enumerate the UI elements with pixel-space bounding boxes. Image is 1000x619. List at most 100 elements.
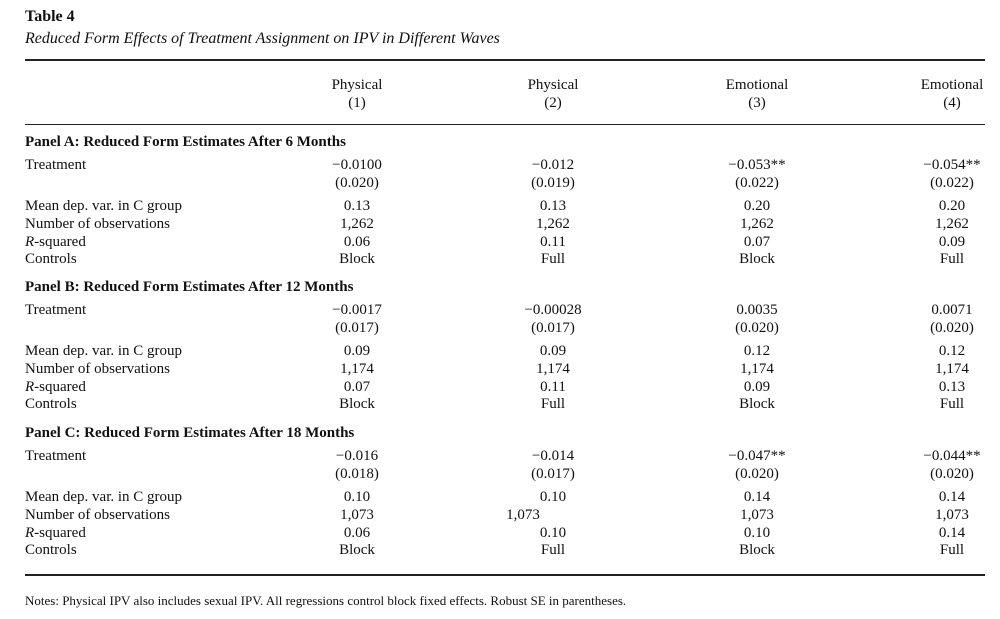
table-cell: −0.012 [531,157,575,173]
row-label: Mean dep. var. in C group [25,489,183,505]
table-cell: 1,262 [340,216,374,232]
table-cell: (0.017) [335,320,379,336]
panel-title-row: Panel B: Reduced Form Estimates After 12… [25,279,985,297]
column-header-number: (4) [943,95,961,111]
table-cell: 0.13 [539,198,567,214]
table-cell: (0.020) [930,466,974,482]
table-notes: Notes: Physical IPV also includes sexual… [25,593,627,608]
r-squared-row: R-squared 0.07 0.11 0.09 0.13 [25,379,985,397]
table-cell: 0.11 [540,379,566,395]
r-italic: R [25,234,35,250]
column-header-name: Emotional [920,77,984,93]
table-cell: Block [739,396,775,412]
table-cell: 1,174 [340,361,374,377]
table-cell: Block [739,251,775,267]
table-cell: −0.0017 [332,302,382,318]
table-cell: (0.020) [335,175,379,191]
r-squared-suffix: -squared [34,234,86,250]
table-cell: (0.020) [735,466,779,482]
column-header-4: Emotional (4) [882,76,1000,112]
table-cell: 1,174 [536,361,570,377]
table-cell: 0.10 [539,489,567,505]
table-cell: −0.0100 [332,157,382,173]
r-squared-row: R-squared 0.06 0.11 0.07 0.09 [25,234,985,252]
mean-dep-row: Mean dep. var. in C group 0.10 0.10 0.14 0.1… [25,489,985,507]
table-cell: 1,174 [740,361,774,377]
r-squared-row: R-squared 0.06 0.10 0.10 0.14 [25,525,985,543]
column-header-name: Emotional [725,77,789,93]
treatment-row: Treatment −0.016 −0.014 −0.047** −0.044** [25,448,985,466]
row-label: Number of observations [25,507,170,523]
table-cell: −0.014 [531,448,575,464]
row-label: R-squared [25,379,86,397]
controls-row: Controls Block Full Block Full [25,542,985,560]
row-label: Treatment [25,448,87,464]
column-header-number: (1) [348,95,366,111]
column-header-number: (3) [748,95,766,111]
table-cell: 0.14 [938,525,966,541]
table-cell: 0.07 [743,234,771,250]
table-cell: 1,073 [506,507,540,523]
table-cell: Full [939,396,965,412]
table-cell: (0.020) [735,320,779,336]
table-cell: 0.12 [743,343,771,359]
row-label: Controls [25,251,77,267]
panel-title: Panel A: Reduced Form Estimates After 6 … [25,134,346,150]
table-cell: 0.0035 [736,302,778,318]
column-header-name: Physical [331,77,383,93]
row-label: R-squared [25,234,86,252]
table-cell: 0.09 [938,234,966,250]
row-label: Treatment [25,157,87,173]
table-cell: 0.13 [343,198,371,214]
column-header-2: Physical (2) [483,76,623,112]
table-cell: Block [739,542,775,558]
table-cell: 0.06 [343,525,371,541]
r-italic: R [25,379,35,395]
observations-row: Number of observations 1,174 1,174 1,174 1,1… [25,361,985,379]
table-subtitle: Reduced Form Effects of Treatment Assign… [25,30,500,47]
table-cell: Full [540,542,566,558]
r-squared-suffix: -squared [34,379,86,395]
table-cell: (0.018) [335,466,379,482]
table-cell: −0.016 [335,448,379,464]
table-cell: −0.054** [923,157,981,173]
row-label: Treatment [25,302,87,318]
table-cell: 0.07 [343,379,371,395]
table-cell: 0.10 [743,525,771,541]
table-cell: 0.20 [938,198,966,214]
r-italic: R [25,525,35,541]
standard-error-row: (0.020) (0.019) (0.022) (0.022) [25,175,985,193]
table-cell: 1,262 [740,216,774,232]
table-cell: 1,073 [340,507,374,523]
bottom-rule [25,574,985,576]
table-cell: 0.12 [938,343,966,359]
table-cell: 0.20 [743,198,771,214]
mean-dep-row: Mean dep. var. in C group 0.09 0.09 0.12 0.1… [25,343,985,361]
row-label: Controls [25,542,77,558]
table-cell: −0.053** [728,157,786,173]
observations-row: Number of observations 1,073 1,073 1,073 1,0… [25,507,985,525]
row-label: Mean dep. var. in C group [25,343,183,359]
table-title: Table 4 [25,8,75,25]
row-label: R-squared [25,525,86,543]
table-cell: Block [339,542,375,558]
column-header-name: Physical [527,77,579,93]
table-cell: 0.14 [743,489,771,505]
table-cell: Full [540,251,566,267]
table-cell: 0.11 [540,234,566,250]
table-cell: 1,174 [935,361,969,377]
controls-row: Controls Block Full Block Full [25,396,985,414]
panel-title: Panel B: Reduced Form Estimates After 12… [25,279,354,295]
column-header-3: Emotional (3) [687,76,827,112]
table-cell: 0.10 [539,525,567,541]
panel-title-row: Panel C: Reduced Form Estimates After 18… [25,425,985,443]
treatment-row: Treatment −0.0017 −0.00028 0.0035 0.0071 [25,302,985,320]
table-cell: Full [939,251,965,267]
table-cell: 1,262 [536,216,570,232]
table-cell: −0.044** [923,448,981,464]
standard-error-row: (0.018) (0.017) (0.020) (0.020) [25,466,985,484]
table-cell: 1,262 [935,216,969,232]
table-cell: 1,073 [935,507,969,523]
table-cell: (0.017) [531,466,575,482]
top-rule [25,59,985,61]
